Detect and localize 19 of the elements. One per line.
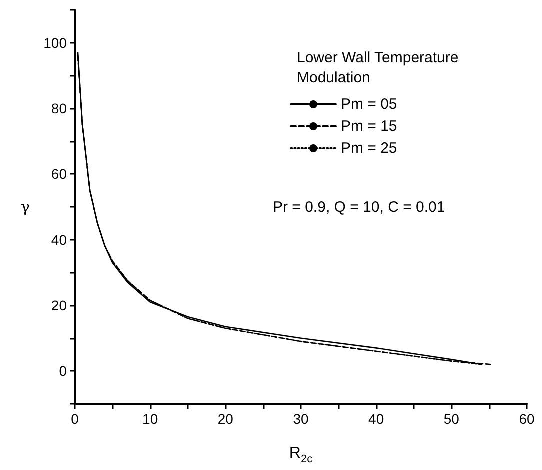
legend-label: Pm = 15 (341, 118, 398, 135)
y-tick-label: 100 (44, 34, 68, 51)
y-axis-title: γ (21, 198, 30, 216)
y-tick-label: 20 (51, 298, 68, 314)
x-tick-label: 10 (142, 411, 158, 427)
x-tick-label: 60 (519, 411, 535, 427)
annotation: Pr = 0.9, Q = 10, C = 0.01 (273, 199, 446, 216)
y-tick-label: 40 (51, 232, 68, 248)
legend-label: Pm = 25 (341, 140, 398, 157)
legend-label: Pm = 05 (341, 96, 398, 113)
y-tick-label: 60 (51, 166, 68, 182)
x-tick-label: 40 (368, 411, 384, 427)
legend-title: Lower Wall Temperature Modulation (297, 50, 459, 86)
y-tick-label: 80 (51, 100, 68, 116)
x-tick-label: 30 (293, 411, 309, 427)
x-tick-label: 20 (218, 411, 234, 427)
y-tick-label: 0 (59, 363, 68, 380)
x-tick-label: 0 (71, 411, 80, 427)
x-tick-label: 50 (444, 411, 460, 427)
